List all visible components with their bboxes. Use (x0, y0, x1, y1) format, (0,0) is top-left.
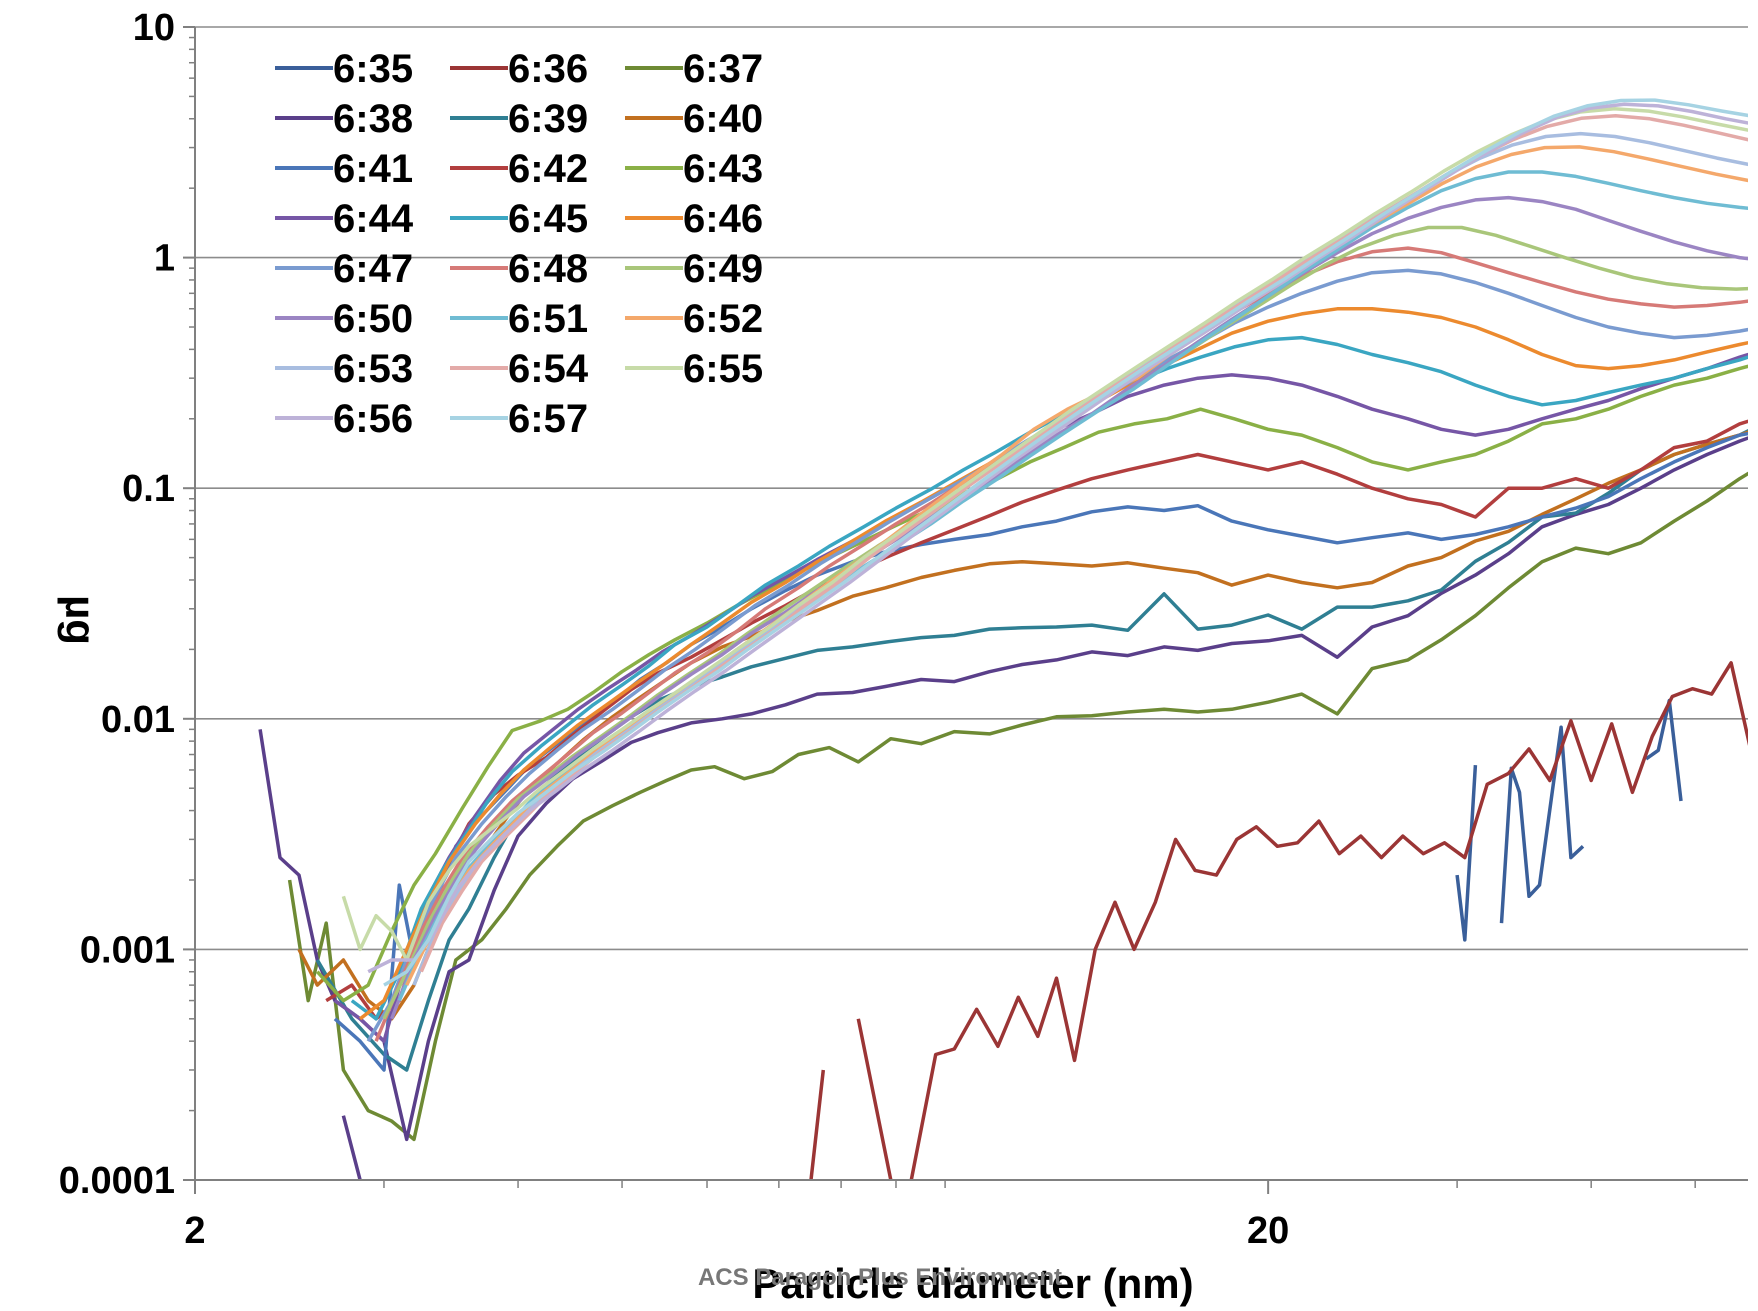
series-line (397, 170, 1748, 1002)
x-tick-label: 20 (1247, 1210, 1289, 1252)
legend-label: 6:50 (333, 297, 413, 341)
series-line (287, 471, 1748, 1142)
legend-label: 6:48 (508, 247, 588, 291)
legend-label: 6:40 (683, 97, 763, 141)
y-tick-label: 0.01 (101, 699, 175, 741)
y-axis-title: µg (57, 595, 104, 645)
x-axis-title: Particle diameter (nm) (752, 1260, 1193, 1307)
series-line (390, 195, 1748, 1020)
series-line (316, 364, 1748, 1003)
y-tick-label: 0.001 (80, 929, 175, 971)
series-line (367, 102, 1748, 974)
series-lines (258, 98, 1748, 1180)
series-line (383, 98, 1748, 987)
y-tick-label: 0.1 (122, 468, 175, 510)
legend-label: 6:39 (508, 97, 588, 141)
series-line (1455, 698, 1683, 942)
legend-label: 6:57 (508, 397, 588, 441)
series-line (350, 335, 1748, 1021)
legend-label: 6:45 (508, 197, 588, 241)
legend-label: 6:47 (333, 247, 413, 291)
series-line (419, 114, 1748, 973)
series-line (412, 131, 1748, 986)
x-tick-label: 2 (184, 1210, 205, 1252)
series-line (359, 307, 1748, 1021)
axis-ticks: 0.0001 0.001 0.01 0.1 1 10 2 20 (59, 7, 1696, 1252)
legend-label: 6:37 (683, 47, 763, 91)
legend-label: 6:43 (683, 147, 763, 191)
legend-label: 6:35 (333, 47, 413, 91)
legend-label: 6:54 (508, 347, 589, 391)
series-line (341, 107, 1748, 962)
legend-label: 6:53 (333, 347, 413, 391)
legend-label: 6:41 (333, 147, 413, 191)
legend-label: 6:38 (333, 97, 413, 141)
legend-label: 6:56 (333, 397, 413, 441)
series-line (809, 661, 1748, 1180)
legend-label: 6:42 (508, 147, 588, 191)
legend-label: 6:52 (683, 297, 763, 341)
y-tick-label: 1 (154, 238, 175, 280)
legend-label: 6:46 (683, 197, 763, 241)
legend-label: 6:44 (333, 197, 414, 241)
watermark: ACS Paragon Plus Environment (698, 1264, 1062, 1291)
legend-label: 6:49 (683, 247, 763, 291)
y-tick-label: 10 (133, 7, 175, 49)
legend-label: 6:55 (683, 347, 763, 391)
legend: 6:35 6:36 6:37 6:38 6:39 6:40 6:41 6:42 6:43 6:44… (275, 47, 763, 441)
series-line (382, 225, 1748, 1020)
series-line (258, 436, 1748, 1180)
y-tick-label: 0.0001 (59, 1160, 175, 1202)
legend-label: 6:51 (508, 297, 588, 341)
axes (194, 27, 1748, 1181)
legend-label: 6:36 (508, 47, 588, 91)
series-line (333, 352, 1748, 1043)
